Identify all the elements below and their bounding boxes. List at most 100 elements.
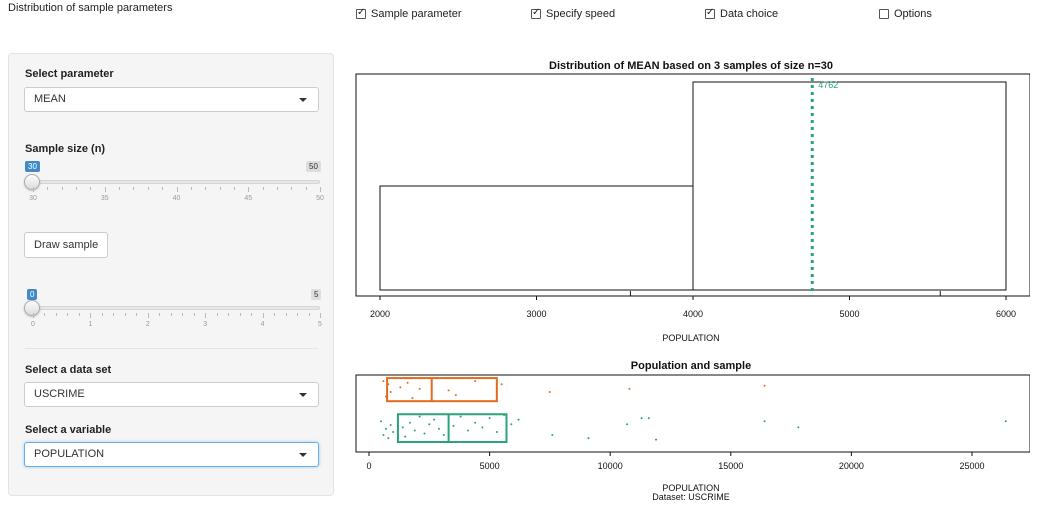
population-point <box>433 418 436 421</box>
size-slider-tick <box>61 187 63 190</box>
size-slider-track[interactable] <box>33 180 320 184</box>
size-slider-tick <box>47 187 49 190</box>
draw-slider-tick <box>55 313 57 316</box>
size-slider-handle[interactable] <box>24 174 40 190</box>
size-slider-tick-label: 30 <box>29 195 37 202</box>
population-point <box>510 423 513 426</box>
x-tick-label: 5000 <box>480 461 500 471</box>
histogram-title: Distribution of MEAN based on 3 samples … <box>549 60 833 72</box>
toggle-data-choice[interactable]: Data choice <box>705 7 778 20</box>
sample-point <box>382 380 385 383</box>
size-slider-tick <box>104 187 106 192</box>
population-point <box>551 434 554 437</box>
sample-point <box>411 397 414 400</box>
draw-slider-tick-label: 5 <box>318 321 322 328</box>
sample-size-label: Sample size (n) <box>25 143 106 155</box>
x-tick-label: 10000 <box>598 461 623 471</box>
draw-slider-tick <box>113 313 115 316</box>
draw-slider-tick <box>216 313 218 316</box>
toggle-label: Options <box>894 8 932 20</box>
population-point <box>392 430 395 433</box>
population-point <box>1004 420 1007 423</box>
population-point <box>413 429 416 432</box>
population-point <box>380 420 383 423</box>
population-point <box>474 421 477 424</box>
sample-point <box>406 381 409 384</box>
chevron-down-icon <box>299 393 307 397</box>
population-point <box>437 427 440 430</box>
size-slider-tick <box>248 187 250 192</box>
size-slider-tick-label: 50 <box>316 195 324 202</box>
population-point <box>488 417 491 420</box>
population-plot-frame <box>355 374 1030 453</box>
x-tick-label: 0 <box>366 461 371 471</box>
chevron-down-icon <box>299 453 307 457</box>
histogram-bar <box>379 185 694 291</box>
checkbox-data-choice[interactable] <box>705 7 715 19</box>
histogram-chart: Distribution of MEAN based on 3 samples … <box>355 60 1030 343</box>
population-point <box>389 424 392 427</box>
draw-slider-tick-label: 1 <box>88 321 93 328</box>
sample-point <box>548 390 551 393</box>
checkbox-specify-speed[interactable] <box>531 7 541 19</box>
draw-slider-tick-label: 2 <box>145 321 150 328</box>
size-slider-tick <box>176 187 178 192</box>
draw-slider-tick <box>285 313 287 316</box>
draw-slider-tick <box>182 313 184 316</box>
toggle-specify-speed[interactable]: Specify speed <box>531 7 615 20</box>
draw-slider-tick <box>67 313 69 316</box>
draw-slider-tick <box>193 313 195 316</box>
checkbox-sample-parameter[interactable] <box>356 7 366 19</box>
size-slider-tick-label: 35 <box>100 195 109 202</box>
population-point <box>428 423 431 426</box>
param-label: Select parameter <box>25 68 114 80</box>
dataset-select-value: USCRIME <box>34 388 85 400</box>
population-point <box>452 424 455 427</box>
draw-slider-tick-label: 3 <box>203 321 208 328</box>
size-slider-tick <box>162 187 164 190</box>
param-select[interactable]: MEAN <box>24 87 319 112</box>
sample-boxplot <box>386 377 498 403</box>
x-tick-label: 3000 <box>526 309 546 319</box>
x-tick-label: 4000 <box>683 309 703 319</box>
histogram-bar <box>692 81 1007 291</box>
x-tick-label: 6000 <box>996 309 1016 319</box>
draw-slider-tick <box>262 313 264 318</box>
x-tick-label: 2000 <box>370 309 390 319</box>
size-slider-max-badge: 50 <box>306 161 321 172</box>
draw-slider-track[interactable] <box>33 306 320 310</box>
size-slider-tick <box>291 187 293 190</box>
dataset-select[interactable]: USCRIME <box>24 382 319 407</box>
population-point <box>418 415 421 418</box>
param-select-value: MEAN <box>34 93 66 105</box>
size-slider-tick-label: 40 <box>172 195 181 202</box>
variable-select[interactable]: POPULATION <box>24 442 319 467</box>
size-slider-tick <box>233 187 235 190</box>
histogram-xlabel: POPULATION <box>662 333 719 343</box>
sample-point <box>389 390 392 393</box>
population-point <box>763 420 766 423</box>
draw-slider-handle[interactable] <box>24 300 40 316</box>
size-slider-tick <box>305 187 307 190</box>
draw-slider-tick <box>170 313 172 316</box>
draw-sample-button[interactable]: Draw sample <box>24 232 109 258</box>
population-point <box>797 426 800 429</box>
draw-slider-tick <box>101 313 103 316</box>
draw-slider-tick <box>33 313 34 318</box>
sample-point <box>399 386 402 389</box>
population-point <box>401 426 404 429</box>
sample-point <box>500 383 503 386</box>
population-point <box>626 423 629 426</box>
size-slider-tick <box>320 187 321 192</box>
toggle-options[interactable]: Options <box>879 8 932 20</box>
checkbox-options[interactable] <box>879 9 889 19</box>
population-chart-title: Population and sample <box>631 360 751 372</box>
draw-slider-tick <box>308 313 310 316</box>
variable-label: Select a variable <box>25 424 112 436</box>
draw-slider-tick <box>124 313 126 316</box>
size-slider-tick <box>262 187 264 190</box>
toggle-sample-parameter[interactable]: Sample parameter <box>356 7 462 20</box>
size-slider-tick <box>219 187 221 190</box>
population-subtitle: Dataset: USCRIME <box>652 492 730 502</box>
toggle-label: Sample parameter <box>371 8 462 20</box>
